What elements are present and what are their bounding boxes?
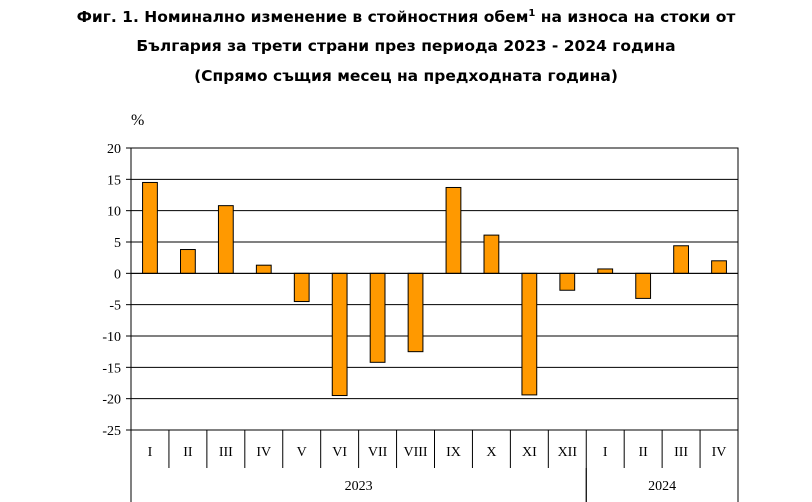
y-tick-label: 20: [107, 142, 121, 157]
bar: [255, 264, 272, 274]
y-tick-labels: 20 15 10 5 0 -5 -10 -15 -20 -25: [102, 142, 121, 439]
x-tick-label: IV: [256, 445, 271, 460]
x-tick-label: IX: [446, 445, 461, 460]
bar: [711, 260, 727, 274]
y-tick-label: -10: [102, 330, 121, 345]
chart-title-line-1: Фиг. 1. Номинално изменение в стойностни…: [76, 8, 736, 26]
chart-title-line-2: България за трети страни през периода 20…: [136, 37, 676, 55]
bar: [559, 272, 576, 291]
bar: [521, 272, 538, 396]
bar: [407, 272, 424, 353]
bar: [483, 234, 500, 274]
bar: [180, 249, 196, 274]
x-group-label: 2023: [345, 479, 373, 494]
x-tick-label: II: [638, 445, 648, 460]
x-tick-label: V: [297, 445, 307, 460]
x-tick-label: VIII: [403, 445, 427, 460]
x-tick-label: VI: [332, 445, 347, 460]
bar: [635, 272, 652, 299]
bar: [597, 268, 614, 274]
x-tick-label: IV: [712, 445, 727, 460]
x-tick-label: X: [486, 445, 496, 460]
y-tick-label: 15: [107, 173, 121, 188]
bar: [445, 186, 462, 274]
x-tick-label: I: [148, 445, 153, 460]
y-tick-label: 10: [107, 205, 121, 220]
bar: [331, 272, 348, 397]
y-axis-unit-label: %: [131, 112, 144, 129]
x-tick-label: III: [219, 445, 233, 460]
y-tick-label: -25: [102, 424, 121, 439]
bar: [293, 272, 310, 303]
bar: [142, 181, 158, 274]
bar: [369, 272, 386, 363]
x-tick-label: I: [603, 445, 608, 460]
y-tick-label: 0: [114, 267, 121, 282]
x-tick-label: XI: [522, 445, 537, 460]
y-tick-label: -15: [102, 361, 121, 376]
chart-subtitle: (Спрямо същия месец на предходната годин…: [194, 67, 618, 85]
bars: [142, 181, 727, 397]
x-tick-label: II: [183, 445, 193, 460]
y-tick-label: 5: [114, 236, 121, 251]
x-tick-label: VII: [368, 445, 388, 460]
x-tick-label: III: [674, 445, 688, 460]
x-group-label: 2024: [648, 479, 676, 494]
bar: [217, 205, 234, 274]
y-tick-label: -20: [102, 393, 121, 408]
axes: [126, 147, 739, 502]
x-tick-label: XII: [558, 445, 578, 460]
y-tick-label: -5: [109, 299, 121, 314]
bar: [673, 245, 689, 274]
